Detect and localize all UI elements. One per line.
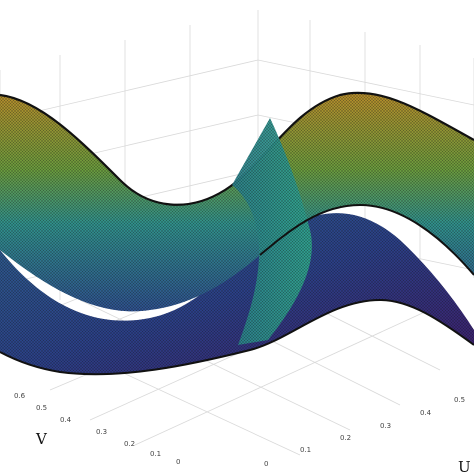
- u-tick: 0.2: [340, 434, 351, 442]
- v-tick: 0: [176, 458, 180, 466]
- u-tick: 0.1: [300, 446, 311, 454]
- v-tick: 0.5: [36, 404, 47, 412]
- u-axis-ticks: 0 0.1 0.2 0.3 0.4 0.5: [264, 396, 465, 468]
- v-tick: 0.1: [150, 450, 161, 458]
- v-axis-label: V: [35, 430, 48, 448]
- v-axis-ticks: 0.6 0.5 0.4 0.3 0.2 0.1 0: [14, 392, 180, 466]
- u-tick: 0: [264, 460, 268, 468]
- lower-surface: [0, 213, 474, 375]
- u-axis-label: U: [458, 458, 471, 474]
- v-tick: 0.2: [124, 440, 135, 448]
- saddle-fold: [232, 118, 312, 345]
- surface-edges: [0, 203, 474, 376]
- v-tick: 0.4: [60, 416, 72, 424]
- u-tick: 0.5: [454, 396, 465, 404]
- u-tick: 0.4: [420, 409, 432, 417]
- v-tick: 0.3: [96, 428, 107, 436]
- v-tick: 0.6: [14, 392, 26, 400]
- upper-surface: [0, 91, 474, 312]
- u-tick: 0.3: [380, 422, 391, 430]
